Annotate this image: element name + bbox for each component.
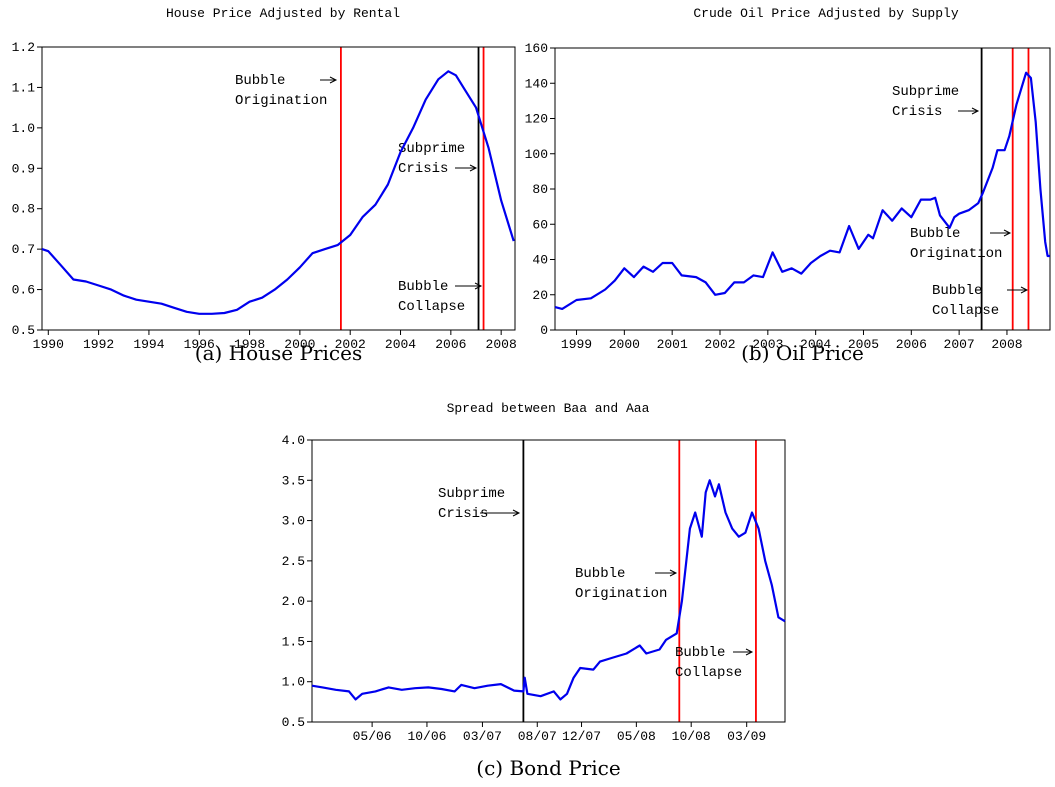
x-tick-label: 10/08 bbox=[672, 729, 711, 744]
x-tick-label: 2003 bbox=[752, 337, 783, 352]
annotation-arrow bbox=[958, 107, 980, 115]
y-tick-label: 0 bbox=[540, 323, 548, 338]
x-tick-label: 1999 bbox=[561, 337, 592, 352]
y-tick-label: 80 bbox=[532, 182, 548, 197]
annotation-arrow bbox=[1007, 286, 1029, 294]
plot-frame bbox=[41, 46, 516, 331]
x-tick-label: 2000 bbox=[284, 337, 315, 352]
x-tick-label: 03/07 bbox=[463, 729, 502, 744]
y-tick-label: 1.1 bbox=[12, 80, 36, 95]
x-tick-label: 2002 bbox=[704, 337, 735, 352]
annotation: Bubble Origination bbox=[235, 73, 327, 109]
x-tick-label: 1994 bbox=[133, 337, 164, 352]
caption: (c) Bond Price bbox=[476, 756, 620, 780]
annotation-arrow bbox=[990, 229, 1012, 237]
x-tick-label: 1998 bbox=[234, 337, 265, 352]
y-tick-label: 0.9 bbox=[12, 161, 35, 176]
annotation-arrow bbox=[320, 76, 338, 84]
caption: (b) Oil Price bbox=[741, 341, 864, 365]
y-tick-label: 3.0 bbox=[282, 514, 305, 529]
chart-title: House Price Adjusted by Rental bbox=[166, 6, 400, 21]
plot-frame bbox=[311, 439, 786, 723]
y-tick-label: 20 bbox=[532, 288, 548, 303]
x-tick-label: 05/06 bbox=[353, 729, 392, 744]
y-tick-label: 0.8 bbox=[12, 202, 35, 217]
x-tick-label: 2006 bbox=[435, 337, 466, 352]
annotation: Subprime Crisis bbox=[892, 84, 959, 120]
y-tick-label: 120 bbox=[525, 112, 548, 127]
annotation: Bubble Origination bbox=[575, 566, 667, 602]
x-tick-label: 2007 bbox=[944, 337, 975, 352]
y-tick-label: 1.5 bbox=[282, 634, 305, 649]
y-tick-label: 4.0 bbox=[282, 433, 305, 448]
x-tick-label: 1996 bbox=[184, 337, 215, 352]
y-tick-label: 0.5 bbox=[12, 323, 35, 338]
annotation-arrow bbox=[480, 509, 521, 517]
y-tick-label: 60 bbox=[532, 217, 548, 232]
y-tick-label: 100 bbox=[525, 147, 548, 162]
annotation: Subprime Crisis bbox=[438, 486, 505, 522]
x-tick-label: 1990 bbox=[33, 337, 64, 352]
data-line bbox=[311, 479, 786, 701]
annotation: Bubble Collapse bbox=[398, 279, 465, 315]
annotation-arrow bbox=[455, 164, 478, 172]
y-tick-label: 0.6 bbox=[12, 283, 35, 298]
chart-panel: House Price Adjusted by Rental (a) House … bbox=[12, 6, 517, 365]
y-tick-label: 3.5 bbox=[282, 473, 305, 488]
y-tick-label: 40 bbox=[532, 253, 548, 268]
x-tick-label: 2004 bbox=[385, 337, 416, 352]
x-tick-label: 2005 bbox=[848, 337, 879, 352]
chart-title: Spread between Baa and Aaa bbox=[447, 401, 650, 416]
y-tick-label: 0.7 bbox=[12, 242, 35, 257]
y-tick-label: 2.5 bbox=[282, 554, 305, 569]
x-tick-label: 2000 bbox=[609, 337, 640, 352]
data-line bbox=[554, 71, 1050, 310]
annotation: Bubble Collapse bbox=[932, 283, 999, 319]
y-tick-label: 140 bbox=[525, 76, 548, 91]
x-tick-label: 2002 bbox=[335, 337, 366, 352]
annotation-arrow bbox=[733, 648, 754, 656]
annotation-arrow bbox=[455, 282, 483, 290]
y-tick-label: 1.0 bbox=[12, 121, 35, 136]
y-tick-label: 1.0 bbox=[282, 675, 305, 690]
x-tick-label: 03/09 bbox=[727, 729, 766, 744]
x-tick-label: 05/08 bbox=[617, 729, 656, 744]
y-tick-label: 160 bbox=[525, 41, 548, 56]
x-tick-label: 1992 bbox=[83, 337, 114, 352]
annotation: Subprime Crisis bbox=[398, 141, 465, 177]
annotation: Bubble Collapse bbox=[675, 645, 742, 681]
x-tick-label: 2008 bbox=[486, 337, 517, 352]
x-tick-label: 10/06 bbox=[407, 729, 446, 744]
chart-title: Crude Oil Price Adjusted by Supply bbox=[693, 6, 958, 21]
x-tick-label: 2001 bbox=[657, 337, 688, 352]
annotation: Bubble Origination bbox=[910, 226, 1002, 262]
y-tick-label: 2.0 bbox=[282, 594, 305, 609]
x-tick-label: 12/07 bbox=[562, 729, 601, 744]
annotation-arrow bbox=[655, 569, 678, 577]
chart-panel: Spread between Baa and Aaa (c) Bond Price… bbox=[282, 401, 786, 780]
x-tick-label: 08/07 bbox=[518, 729, 557, 744]
y-tick-label: 1.2 bbox=[12, 40, 35, 55]
y-tick-label: 0.5 bbox=[282, 715, 305, 730]
x-tick-label: 2008 bbox=[991, 337, 1022, 352]
chart-panel: Crude Oil Price Adjusted by Supply (b) Oi… bbox=[525, 6, 1051, 365]
x-tick-label: 2004 bbox=[800, 337, 831, 352]
data-line bbox=[41, 70, 515, 315]
caption: (a) House Prices bbox=[195, 341, 362, 365]
plot-frame bbox=[554, 47, 1051, 331]
x-tick-label: 2006 bbox=[896, 337, 927, 352]
